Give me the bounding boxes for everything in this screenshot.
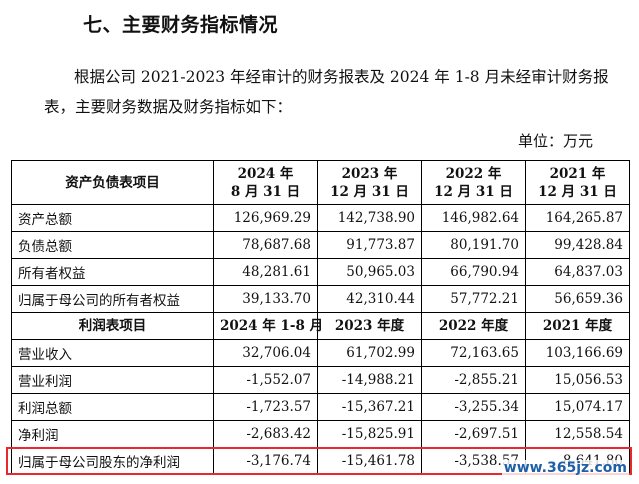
watermark-text: www.365jz.com <box>501 460 629 476</box>
cell-value: -15,367.21 <box>317 393 422 421</box>
row-label: 归属于母公司的所有者权益 <box>11 285 214 313</box>
cell-value: -15,825.91 <box>317 420 422 448</box>
cell-value: 15,074.17 <box>525 393 630 421</box>
cell-value: 39,133.70 <box>213 285 318 313</box>
balance-period-header: 2021 年 12 月 31 日 <box>525 160 630 205</box>
cell-value: 50,965.03 <box>317 258 422 286</box>
cell-value: 142,738.90 <box>317 204 422 232</box>
income-period-header: 2021 年度 <box>525 312 630 340</box>
income-period-header: 2024 年 1-8 月 <box>213 312 323 340</box>
table-row: 负债总额 78,687.68 91,773.87 80,191.70 99,42… <box>11 231 630 259</box>
table-row: 资产总额 126,969.29 142,738.90 146,982.64 16… <box>11 204 630 232</box>
unit-label: 单位：万元 <box>517 132 593 150</box>
period-date: 12 月 31 日 <box>434 183 513 200</box>
cell-value: 126,969.29 <box>213 204 318 232</box>
section-title: 七、主要财务指标情况 <box>83 14 279 36</box>
cell-value: 91,773.87 <box>317 231 422 259</box>
row-label: 净利润 <box>11 420 214 448</box>
cell-value: -2,697.51 <box>421 420 526 448</box>
row-label: 营业利润 <box>11 366 214 394</box>
table-row: 营业利润 -1,552.07 -14,988.21 -2,855.21 15,0… <box>11 366 630 394</box>
period-date: 8 月 31 日 <box>230 183 301 200</box>
cell-value: 80,191.70 <box>421 231 526 259</box>
row-label: 负债总额 <box>11 231 214 259</box>
cell-value: -3,255.34 <box>421 393 526 421</box>
highlight-box <box>6 447 632 475</box>
cell-value: 72,163.65 <box>421 339 526 367</box>
cell-value: 103,166.69 <box>525 339 630 367</box>
period-date: 12 月 31 日 <box>330 183 409 200</box>
table-row: 所有者权益 48,281.61 50,965.03 66,790.94 64,8… <box>11 258 630 286</box>
income-header-label: 利润表项目 <box>11 312 214 340</box>
cell-value: 48,281.61 <box>213 258 318 286</box>
cell-value: 164,265.87 <box>525 204 630 232</box>
table-row: 归属于母公司的所有者权益 39,133.70 42,310.44 57,772.… <box>11 285 630 313</box>
row-label: 利润总额 <box>11 393 214 421</box>
income-period-header: 2022 年度 <box>421 312 526 340</box>
period-year: 2023 年 <box>341 165 398 182</box>
period-year: 2022 年 <box>445 165 502 182</box>
cell-value: 56,659.36 <box>525 285 630 313</box>
table-row: 营业收入 32,706.04 61,702.99 72,163.65 103,1… <box>11 339 630 367</box>
cell-value: -14,988.21 <box>317 366 422 394</box>
period-year: 2021 年 <box>549 165 606 182</box>
cell-value: 64,837.03 <box>525 258 630 286</box>
cell-value: 66,790.94 <box>421 258 526 286</box>
cell-value: 99,428.84 <box>525 231 630 259</box>
cell-value: 78,687.68 <box>213 231 318 259</box>
cell-value: -2,683.42 <box>213 420 318 448</box>
income-period-header: 2023 年度 <box>317 312 422 340</box>
balance-period-header: 2023 年 12 月 31 日 <box>317 160 422 205</box>
table-row: 净利润 -2,683.42 -15,825.91 -2,697.51 12,55… <box>11 420 630 448</box>
cell-value: 146,982.64 <box>421 204 526 232</box>
cell-value: 15,056.53 <box>525 366 630 394</box>
cell-value: 57,772.21 <box>421 285 526 313</box>
period-date: 12 月 31 日 <box>538 183 617 200</box>
row-label: 所有者权益 <box>11 258 214 286</box>
table-row: 利润总额 -1,723.57 -15,367.21 -3,255.34 15,0… <box>11 393 630 421</box>
income-header-row: 利润表项目 2024 年 1-8 月 2023 年度 2022 年度 2021 … <box>11 312 630 340</box>
cell-value: -1,723.57 <box>213 393 318 421</box>
cell-value: 42,310.44 <box>317 285 422 313</box>
cell-value: -1,552.07 <box>213 366 318 394</box>
row-label: 营业收入 <box>11 339 214 367</box>
cell-value: 12,558.54 <box>525 420 630 448</box>
intro-paragraph: 根据公司 2021-2023 年经审计的财务报表及 2024 年 1-8 月未经… <box>44 68 609 116</box>
cell-value: 32,706.04 <box>213 339 318 367</box>
cell-value: -2,855.21 <box>421 366 526 394</box>
balance-header-label: 资产负债表项目 <box>11 160 214 205</box>
cell-value: 61,702.99 <box>317 339 422 367</box>
row-label: 归属于母公司股东的净利润 <box>11 447 214 475</box>
period-year: 2024 年 <box>237 165 294 182</box>
row-label: 资产总额 <box>11 204 214 232</box>
balance-period-header: 2022 年 12 月 31 日 <box>421 160 526 205</box>
